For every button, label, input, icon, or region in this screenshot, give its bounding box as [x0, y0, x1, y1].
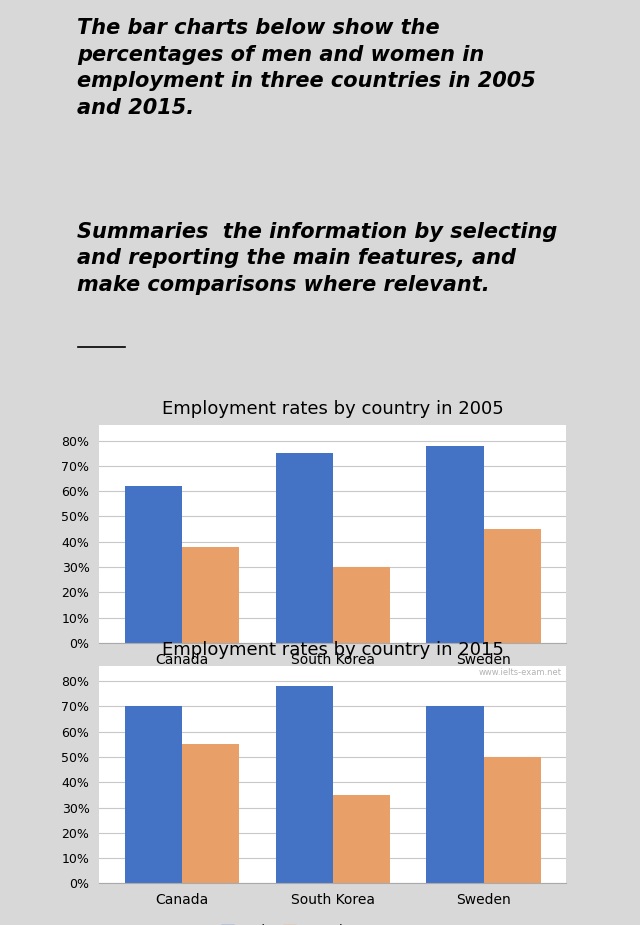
Text: www.ielts-exam.net: www.ielts-exam.net	[479, 668, 562, 677]
Bar	[276, 686, 333, 883]
Text: The bar charts below show the
percentages of men and women in
employment in thre: The bar charts below show the percentage…	[77, 18, 536, 117]
Bar	[333, 567, 390, 643]
Bar	[426, 707, 483, 883]
Bar	[483, 529, 541, 643]
Bar	[125, 707, 182, 883]
Title: Employment rates by country in 2005: Employment rates by country in 2005	[162, 401, 504, 418]
Bar	[333, 795, 390, 883]
Bar	[276, 453, 333, 643]
Legend: Male, Female: Male, Female	[216, 919, 356, 925]
Bar	[426, 446, 483, 643]
Bar	[182, 547, 239, 643]
Bar	[483, 757, 541, 883]
Bar	[182, 745, 239, 883]
Title: Employment rates by country in 2015: Employment rates by country in 2015	[162, 641, 504, 659]
Bar	[125, 487, 182, 643]
Text: Summaries  the information by selecting
and reporting the main features, and
mak: Summaries the information by selecting a…	[77, 222, 557, 295]
Legend: Male, Female: Male, Female	[216, 674, 356, 697]
